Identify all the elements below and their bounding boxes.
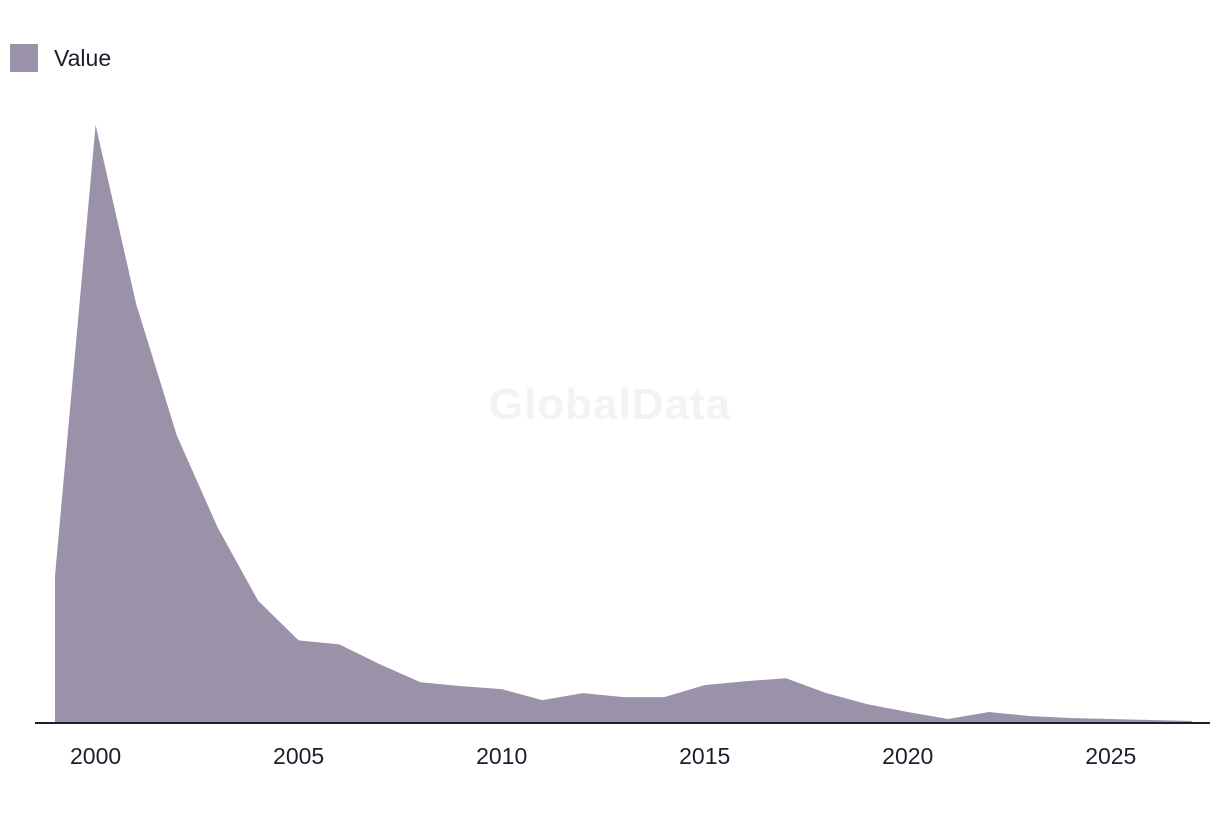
legend-swatch (10, 44, 38, 72)
area-series-value (55, 125, 1192, 722)
x-tick-label: 2025 (1085, 743, 1136, 769)
legend: Value (10, 44, 111, 72)
x-tick-label: 2000 (70, 743, 121, 769)
area-layer (55, 125, 1192, 722)
x-tick-label: 2020 (882, 743, 933, 769)
legend-label: Value (54, 44, 112, 71)
x-tick-labels: 2000 2005 2010 2015 2020 2025 (70, 743, 1136, 769)
x-tick-label: 2015 (679, 743, 730, 769)
watermark: GlobalData (488, 380, 732, 429)
x-tick-label: 2005 (273, 743, 324, 769)
x-tick-label: 2010 (476, 743, 527, 769)
